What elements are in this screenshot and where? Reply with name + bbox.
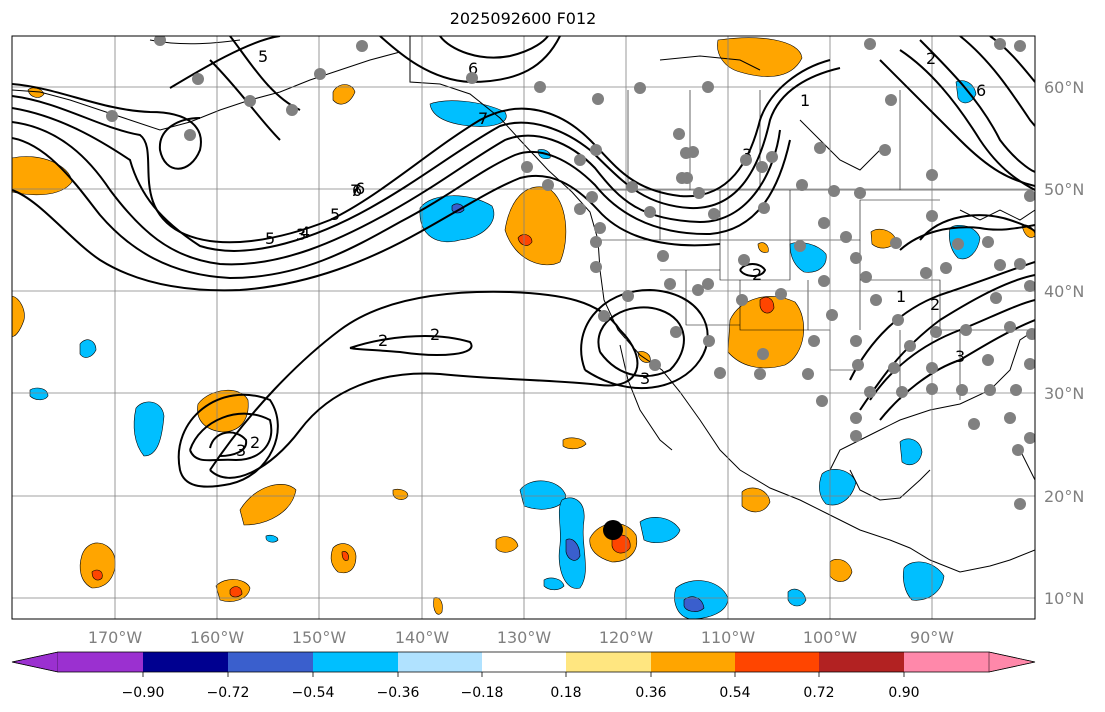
contour-label: 2 (430, 325, 440, 344)
lon-tick-label: 150°W (292, 628, 347, 647)
map-title: 2025092600 F012 (449, 9, 597, 28)
colorbar-segment (482, 652, 566, 672)
contour-label: 3 (640, 369, 650, 388)
contour-label: 3 (296, 225, 306, 244)
contour-label: 5 (330, 205, 340, 224)
colorbar-segment (819, 652, 904, 672)
contour-label: 5 (258, 47, 268, 66)
contour-label: 2 (250, 433, 260, 452)
storm-center-marker (603, 520, 623, 540)
contour-label: 4 (300, 223, 310, 242)
colorbar-tick-label: −0.36 (377, 685, 420, 701)
lon-tick-label: 130°W (497, 628, 552, 647)
latitude-labels: 60°N 50°N 40°N 30°N 20°N 10°N (1044, 78, 1084, 608)
colorbar-segment (651, 652, 735, 672)
colorbar-ticks (142, 672, 905, 677)
colorbar-tick-label: 0.54 (719, 685, 750, 701)
contour-label: 1 (800, 91, 810, 110)
colorbar-tick-label: −0.72 (207, 685, 250, 701)
colorbar-segment (735, 652, 819, 672)
lon-tick-label: 100°W (803, 628, 858, 647)
map-frame (11, 35, 1036, 620)
colorbar-segment (398, 652, 482, 672)
colorbar-tick-label: −0.54 (292, 685, 335, 701)
lon-tick-label: 120°W (599, 628, 654, 647)
colorbar-segment (228, 652, 313, 672)
colorbar-tick-label: 0.90 (888, 685, 919, 701)
colorbar: −0.90 −0.72 −0.54 −0.36 −0.18 0.18 0.36 … (11, 651, 1036, 701)
contour-label: 2 (378, 331, 388, 350)
contour-label: 6 (976, 81, 986, 100)
contour-label: 6 (352, 181, 362, 200)
longitude-labels: 170°W 160°W 150°W 140°W 130°W 120°W 110°… (88, 628, 954, 647)
colorbar-extend-min (11, 651, 59, 673)
colorbar-tick-label: 0.18 (550, 685, 581, 701)
colorbar-segment (566, 652, 651, 672)
contour-label: 7 (350, 181, 360, 200)
lon-tick-label: 90°W (910, 628, 954, 647)
lat-tick-label: 20°N (1044, 487, 1084, 506)
colorbar-segment (58, 652, 143, 672)
contour-label: 2 (926, 49, 936, 68)
lat-tick-label: 50°N (1044, 180, 1084, 199)
lat-tick-label: 60°N (1044, 78, 1084, 97)
contour-label: 2 (930, 295, 940, 314)
gridlines (12, 36, 1035, 619)
contour-label: 1 (896, 287, 906, 306)
lon-tick-label: 140°W (395, 628, 450, 647)
contour-label: 6 (355, 179, 365, 198)
coastlines (12, 36, 1035, 573)
contour-label: 2 (752, 265, 762, 284)
lon-tick-label: 160°W (190, 628, 245, 647)
contour-label: 5 (265, 229, 275, 248)
lon-tick-label: 110°W (701, 628, 756, 647)
colorbar-tick-label: 0.36 (635, 685, 666, 701)
contour-label: 3 (955, 347, 965, 366)
lat-tick-label: 40°N (1044, 282, 1084, 301)
contour-label: 3 (236, 441, 246, 460)
colorbar-segment (143, 652, 228, 672)
colorbar-tick-label: −0.90 (122, 685, 165, 701)
lat-tick-label: 30°N (1044, 384, 1084, 403)
lat-tick-label: 10°N (1044, 589, 1084, 608)
station-dots (106, 36, 1035, 510)
lon-tick-label: 170°W (88, 628, 143, 647)
map-panel (12, 36, 1035, 619)
negative-anomaly-shading (29, 80, 981, 619)
colorbar-extend-max (988, 651, 1036, 673)
contour-label: 7 (478, 109, 488, 128)
colorbar-outline (11, 651, 1036, 673)
colorbar-tick-label: 0.72 (803, 685, 834, 701)
colorbar-segment (904, 652, 989, 672)
colorbar-tick-label: −0.18 (461, 685, 504, 701)
positive-anomaly-shading (12, 37, 1035, 615)
contour-label: 6 (468, 59, 478, 78)
colorbar-segment (313, 652, 398, 672)
